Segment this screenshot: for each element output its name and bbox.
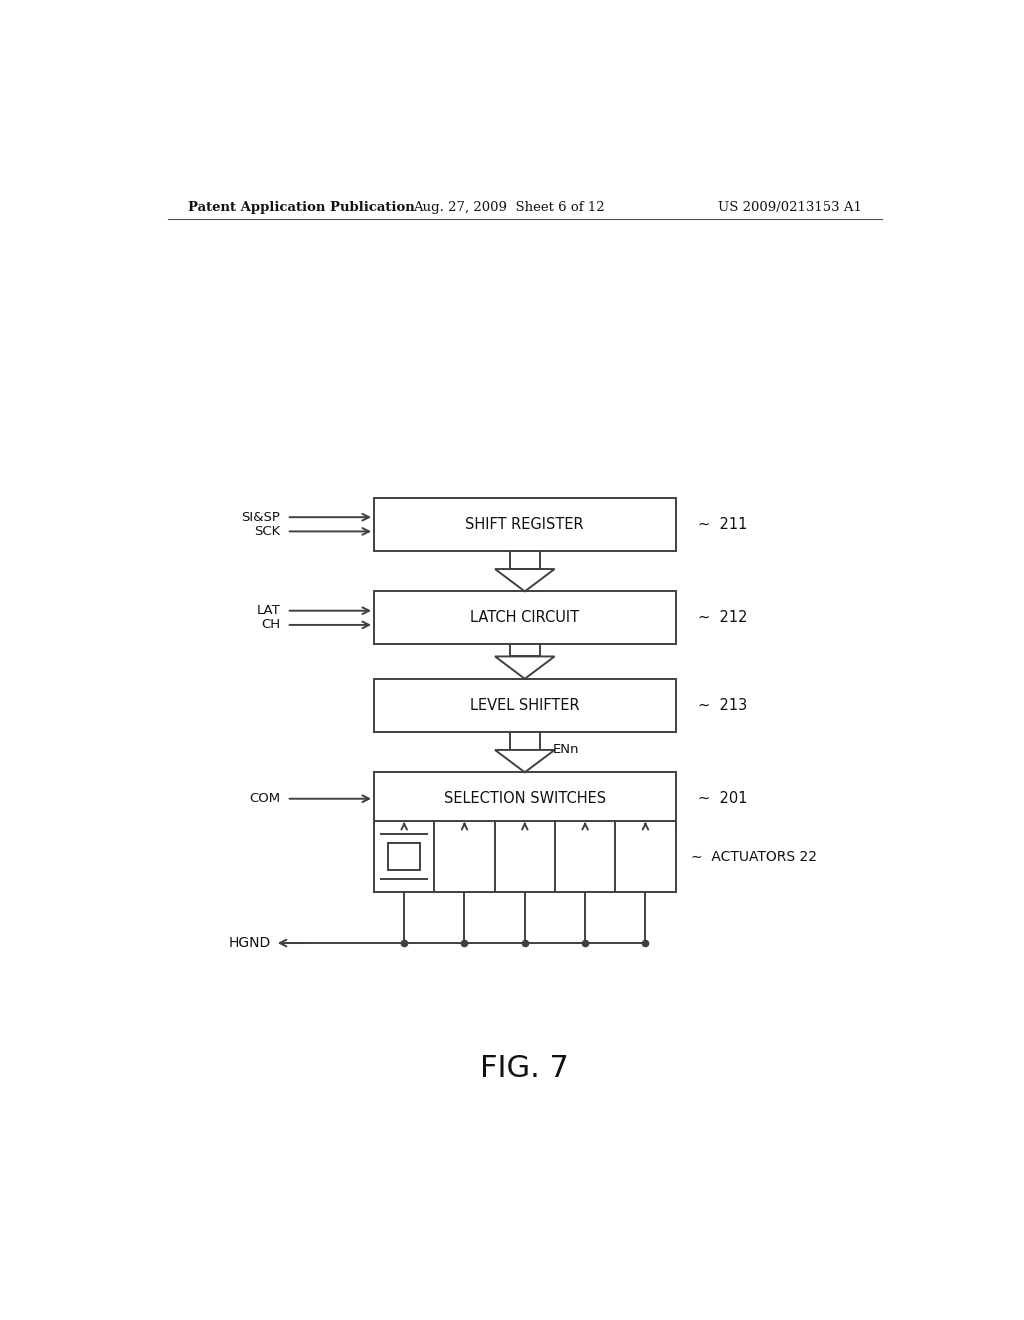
Bar [388, 843, 420, 870]
Text: FIG. 7: FIG. 7 [480, 1053, 569, 1082]
Text: US 2009/0213153 A1: US 2009/0213153 A1 [718, 201, 862, 214]
Text: ∼  ACTUATORS 22: ∼ ACTUATORS 22 [691, 850, 817, 863]
Bar [374, 678, 676, 731]
Bar [510, 550, 540, 569]
Bar [374, 821, 676, 892]
Text: ENn: ENn [553, 743, 580, 756]
Polygon shape [495, 750, 555, 772]
Text: LATCH CIRCUIT: LATCH CIRCUIT [470, 610, 580, 626]
Text: ∼  213: ∼ 213 [697, 698, 748, 713]
Text: ∼  201: ∼ 201 [697, 791, 748, 807]
Text: SCK: SCK [254, 525, 281, 539]
Bar [374, 591, 676, 644]
Text: COM: COM [249, 792, 281, 805]
Text: ∼  212: ∼ 212 [697, 610, 748, 626]
Text: CH: CH [261, 619, 281, 631]
Text: LEVEL SHIFTER: LEVEL SHIFTER [470, 698, 580, 713]
Text: SELECTION SWITCHES: SELECTION SWITCHES [443, 791, 606, 807]
Text: SHIFT REGISTER: SHIFT REGISTER [466, 517, 584, 532]
Text: HGND: HGND [228, 936, 270, 950]
Polygon shape [495, 569, 555, 591]
Bar [510, 644, 540, 656]
Text: SI&SP: SI&SP [242, 511, 281, 524]
Text: Aug. 27, 2009  Sheet 6 of 12: Aug. 27, 2009 Sheet 6 of 12 [413, 201, 605, 214]
Text: ∼  211: ∼ 211 [697, 517, 748, 532]
Bar [374, 772, 676, 825]
Text: LAT: LAT [257, 605, 281, 618]
Bar [374, 498, 676, 550]
Text: Patent Application Publication: Patent Application Publication [187, 201, 415, 214]
Bar [510, 731, 540, 750]
Polygon shape [495, 656, 555, 678]
